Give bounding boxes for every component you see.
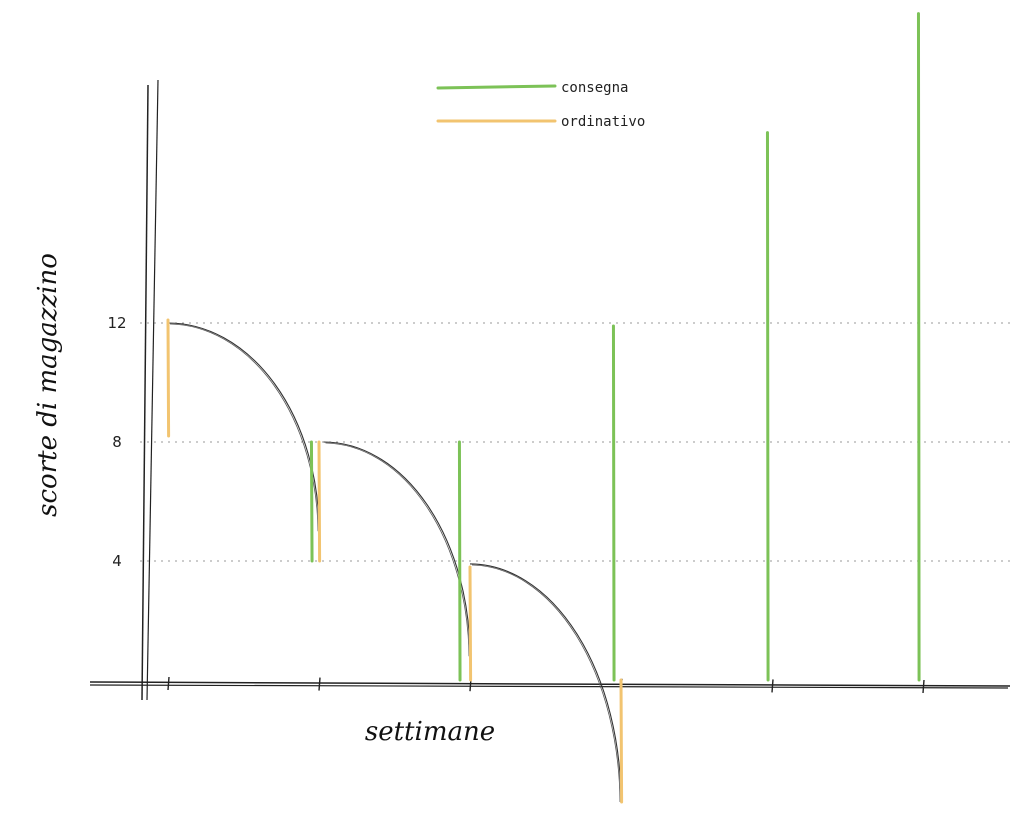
stock-curve-sketch-0 bbox=[169, 323, 319, 532]
ordinativo-segment-1 bbox=[317, 440, 322, 563]
consegna-segment-4 bbox=[916, 12, 921, 682]
legend-label-ordinativo: ordinativo bbox=[561, 114, 645, 130]
grid-lines bbox=[140, 322, 1012, 562]
stock-curves bbox=[167, 322, 622, 802]
ordinativo-segment-0 bbox=[166, 318, 171, 438]
ordinativo-segment-2 bbox=[468, 565, 473, 682]
y-tick-labels: 4 8 12 bbox=[107, 314, 126, 570]
ordinativo-segment-3 bbox=[619, 678, 624, 804]
legend-swatch-consegna bbox=[436, 84, 557, 90]
x-axis-title: settimane bbox=[365, 717, 495, 747]
consegna-segment-2 bbox=[611, 324, 616, 682]
x-tick-0 bbox=[167, 676, 170, 691]
consegna-segment-1 bbox=[457, 440, 462, 682]
y-axis-line bbox=[141, 84, 149, 701]
stock-curve-2 bbox=[469, 563, 622, 802]
x-tick-1 bbox=[318, 677, 321, 691]
legend: consegna ordinativo bbox=[436, 80, 645, 130]
series-segments bbox=[166, 12, 921, 804]
stock-curve-sketch-1 bbox=[325, 442, 470, 657]
consegna-segment-0 bbox=[309, 440, 314, 563]
y-axis-title: scorte di magazzino bbox=[33, 253, 63, 517]
x-tick-5 bbox=[922, 679, 925, 694]
legend-label-consegna: consegna bbox=[561, 80, 628, 96]
x-axis-line bbox=[89, 681, 1011, 687]
consegna-segment-3 bbox=[765, 131, 770, 682]
axes bbox=[89, 79, 1011, 701]
stock-curve-1 bbox=[323, 441, 471, 657]
x-tick-4 bbox=[771, 679, 774, 693]
y-tick-label-4: 4 bbox=[112, 552, 122, 570]
stock-curve-0 bbox=[167, 322, 320, 532]
y-tick-label-12: 12 bbox=[107, 314, 126, 332]
y-axis-line-secondary bbox=[146, 79, 159, 701]
x-axis-line-secondary bbox=[89, 684, 1009, 689]
stock-curve-sketch-2 bbox=[471, 564, 621, 802]
y-tick-label-8: 8 bbox=[112, 433, 122, 451]
